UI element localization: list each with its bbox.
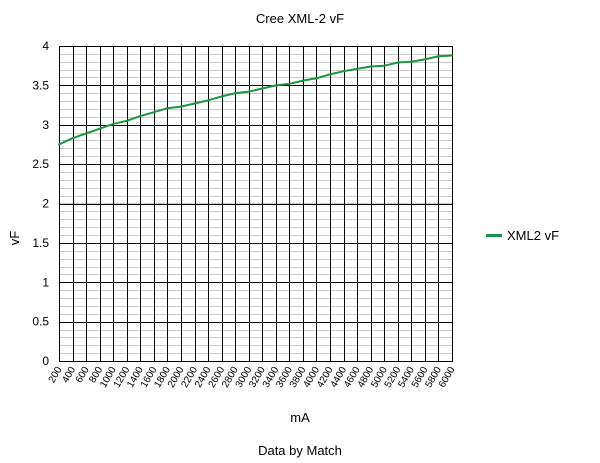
- y-tick-label: 0: [42, 354, 49, 368]
- data-point: [302, 79, 304, 82]
- data-point: [166, 107, 169, 110]
- data-point: [71, 137, 74, 140]
- data-point: [261, 87, 264, 90]
- data-point: [342, 70, 345, 73]
- y-tick-label: 1.5: [32, 236, 49, 250]
- data-point: [329, 73, 331, 76]
- y-tick-label: 3: [42, 118, 49, 132]
- data-point: [356, 67, 359, 70]
- plot-area: [59, 46, 453, 362]
- y-tick-label: 1: [42, 275, 49, 289]
- y-tick-label: 3.5: [32, 78, 49, 92]
- y-tick-label: 2: [42, 197, 49, 211]
- data-point: [220, 95, 223, 98]
- data-point: [58, 143, 60, 146]
- chart-footer: Data by Match: [258, 443, 342, 458]
- data-point: [247, 90, 250, 93]
- data-point: [234, 92, 237, 95]
- y-tick-label: 0.5: [32, 315, 49, 329]
- y-tick-label: 4: [42, 39, 49, 53]
- data-point: [98, 127, 101, 130]
- data-point: [125, 119, 128, 122]
- data-point: [139, 115, 142, 117]
- data-point: [180, 105, 182, 108]
- series-line: [58, 54, 453, 146]
- data-point: [410, 60, 413, 63]
- data-point: [437, 55, 440, 58]
- data-point: [112, 123, 115, 125]
- data-point: [274, 84, 277, 87]
- data-point: [396, 61, 399, 64]
- x-axis-label: mA: [290, 410, 310, 425]
- data-point: [193, 102, 196, 105]
- data-point: [315, 77, 318, 80]
- data-point: [369, 65, 372, 68]
- chart-title: Cree XML-2 vF: [255, 11, 345, 26]
- data-point: [288, 82, 291, 85]
- data-point: [85, 132, 88, 135]
- data-point: [152, 111, 155, 114]
- y-axis-label: vF: [7, 230, 22, 246]
- data-point: [423, 58, 426, 61]
- data-point: [383, 64, 386, 67]
- legend-label: XML2 vF: [507, 228, 560, 243]
- data-point: [451, 54, 453, 57]
- legend: XML2 vF: [486, 228, 559, 243]
- legend-swatch: [486, 234, 502, 237]
- data-point: [207, 99, 209, 102]
- y-tick-label: 2.5: [32, 157, 49, 171]
